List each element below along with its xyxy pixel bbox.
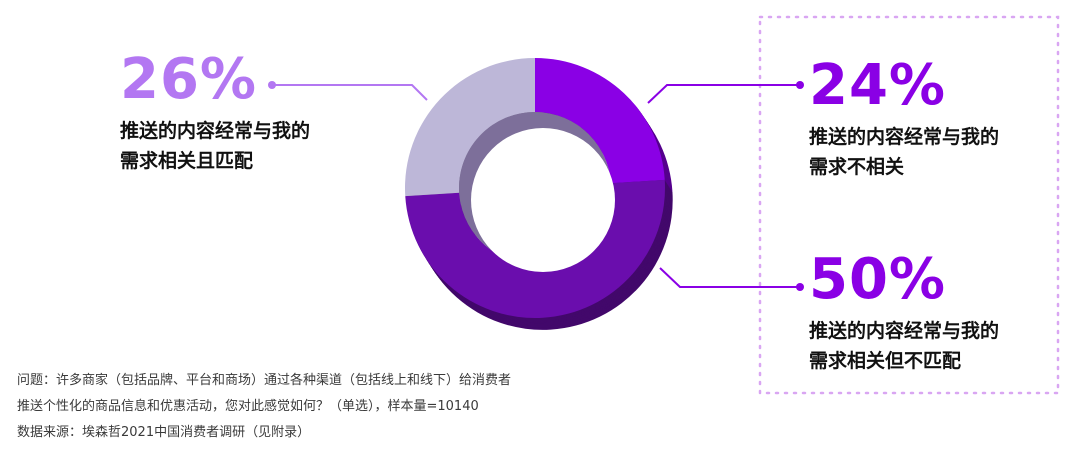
leader-dot (268, 81, 276, 89)
donut-slice (405, 179, 665, 318)
callout-mismatched: 50% 推送的内容经常与我的 需求相关但不匹配 (809, 252, 999, 376)
source-line: 数据来源：埃森哲2021中国消费者调研（见附录） (17, 425, 311, 440)
callout-matched: 26% 推送的内容经常与我的 需求相关且匹配 (120, 52, 310, 176)
category-label-line: 推送的内容经常与我的 (809, 320, 1000, 342)
leader-line (272, 84, 428, 101)
footnotes: 问题：许多商家（包括品牌、平台和商场）通过各种渠道（包括线上和线下）给消费者 推… (17, 368, 511, 446)
value-label-mismatched: 50% (809, 247, 947, 312)
donut-slice (535, 58, 665, 184)
donut-hole (471, 128, 615, 272)
question-line: 推送个性化的商品信息和优惠活动，您对此感觉如何？（单选），样本量=10140 (17, 399, 479, 414)
question-line: 问题：许多商家（包括品牌、平台和商场）通过各种渠道（包括线上和线下）给消费者 (17, 373, 512, 388)
category-label-mismatched: 推送的内容经常与我的 需求相关但不匹配 (809, 316, 999, 376)
leader-line (659, 267, 800, 288)
value-label-irrelevant: 24% (809, 53, 947, 118)
category-label-line: 推送的内容经常与我的 (120, 120, 311, 142)
leader-dot (796, 81, 804, 89)
callout-irrelevant: 24% 推送的内容经常与我的 需求不相关 (809, 58, 999, 182)
donut-slice (404, 58, 535, 197)
highlight-box (758, 15, 1060, 395)
leader-line (647, 84, 800, 104)
category-label-line: 需求不相关 (809, 156, 905, 178)
category-label-line: 需求相关但不匹配 (809, 350, 962, 372)
category-label-irrelevant: 推送的内容经常与我的 需求不相关 (809, 122, 999, 182)
value-label-matched: 26% (120, 47, 258, 112)
leader-lines (268, 81, 804, 291)
category-label-line: 推送的内容经常与我的 (809, 126, 1000, 148)
category-label-line: 需求相关且匹配 (120, 150, 254, 172)
leader-dot (796, 283, 804, 291)
donut-layer (404, 58, 673, 330)
category-label-matched: 推送的内容经常与我的 需求相关且匹配 (120, 116, 310, 176)
